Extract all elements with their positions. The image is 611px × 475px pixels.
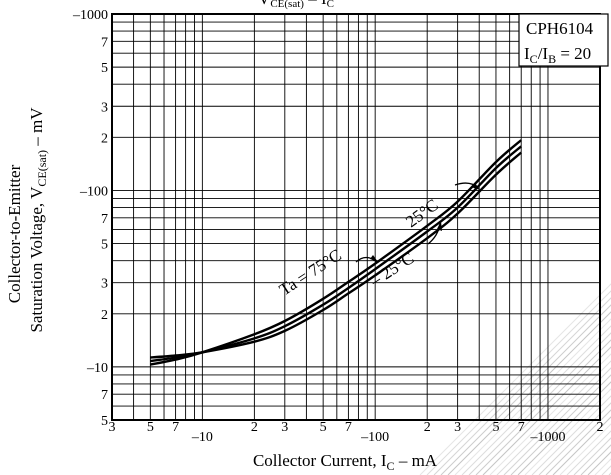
label-minus-25c: – 25°C [366,248,417,291]
plot-frame [111,13,601,421]
x-tick-label: 5 [320,420,327,435]
hatch-line [538,402,611,475]
hatch-line [524,388,611,475]
x-tick-labels: 3 5 7 –10 2 3 5 7 –100 2 3 5 7 –1000 2 [109,420,604,445]
x-tick-label: 2 [251,420,258,435]
chart-title-fragment: VCE(sat) – IC [258,0,334,10]
x-tick-label: 2 [424,420,431,435]
arrow-m25c-head [437,221,442,231]
y-tick-label: 3 [101,277,108,292]
grid-lines [112,14,600,420]
x-axis-label: Collector Current, IC – mA [253,451,438,473]
hatch-line [510,374,611,475]
y-tick-label: 5 [101,238,108,253]
y-tick-label: 5 [101,414,108,429]
x-tick-label: 7 [518,420,525,435]
condition-label: IC/IB = 20 [524,44,591,66]
y-tick-label: 7 [101,35,108,50]
y-tick-label: 5 [101,61,108,76]
hatch-line [545,409,611,475]
hatch-line [503,367,611,475]
y-axis-label-line2: Saturation Voltage, VCE(sat) – mV [27,107,49,333]
y-tick-label: 2 [101,308,108,323]
hatch-line [559,423,611,475]
hatch-line [573,437,611,475]
condition-box-frame [518,13,609,67]
x-tick-label: 7 [345,420,352,435]
x-tick-label: 5 [147,420,154,435]
x-tick-label: 3 [454,420,461,435]
hatch-line [517,381,611,475]
hatch-line [552,416,611,475]
x-tick-label: 2 [597,420,604,435]
y-tick-label: 7 [101,388,108,403]
x-tick-label: –10 [191,430,213,445]
arrow-75c-head [370,255,378,262]
x-tick-label: –1000 [529,430,565,445]
data-series [150,139,522,366]
y-tick-label: –1000 [72,8,108,23]
arrow-25c-head [471,183,480,190]
x-tick-label: 7 [172,420,179,435]
condition-box: CPH6104 IC/IB = 20 [518,13,609,67]
x-tick-label: –100 [360,430,389,445]
y-axis-label-line1: Collector-to-Emitter [5,164,24,303]
y-tick-label: –100 [79,184,108,199]
part-number: CPH6104 [526,19,594,38]
y-tick-labels: 5 7 –10 2 3 5 7 –100 2 3 5 7 –1000 [72,8,108,429]
y-tick-label: 3 [101,100,108,115]
x-tick-label: 3 [109,420,116,435]
hatch-line [566,430,611,475]
series-line-2 [150,139,522,366]
hatch-line [531,395,611,475]
y-tick-label: 7 [101,212,108,227]
x-tick-label: 3 [281,420,288,435]
y-tick-label: –10 [86,361,108,376]
x-tick-label: 5 [492,420,499,435]
y-tick-label: 2 [101,131,108,146]
